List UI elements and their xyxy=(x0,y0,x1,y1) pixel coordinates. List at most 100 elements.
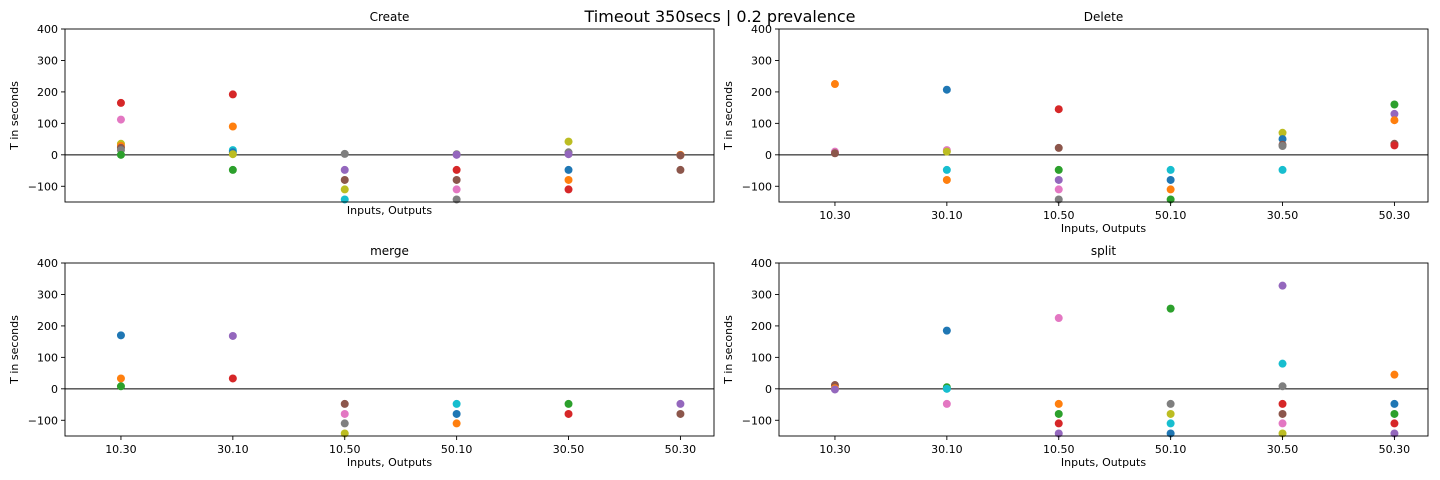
x-axis-label: Inputs, Outputs xyxy=(347,204,432,217)
y-tick-label: 400 xyxy=(37,257,58,270)
x-tick-label: 10.30 xyxy=(819,209,851,222)
x-axis-label: Inputs, Outputs xyxy=(1061,222,1146,235)
data-point xyxy=(942,399,951,408)
data-point xyxy=(1054,399,1063,408)
data-point xyxy=(1166,195,1175,204)
data-point xyxy=(1054,185,1063,194)
data-point xyxy=(228,331,237,340)
data-point xyxy=(830,149,839,158)
data-point xyxy=(1390,100,1399,109)
data-point xyxy=(564,399,573,408)
y-axis-label: T in seconds xyxy=(8,81,21,151)
x-tick-label: 30.10 xyxy=(217,443,249,456)
x-tick-label: 30.10 xyxy=(931,209,963,222)
y-tick-label: 100 xyxy=(37,351,58,364)
data-point xyxy=(676,165,685,174)
data-point xyxy=(452,185,461,194)
data-point xyxy=(1166,175,1175,184)
plot-frame xyxy=(64,262,715,437)
y-tick-label: 0 xyxy=(51,149,58,162)
data-point xyxy=(1166,409,1175,418)
data-point xyxy=(564,165,573,174)
y-tick-label: 100 xyxy=(37,117,58,130)
y-tick-label: 100 xyxy=(751,351,772,364)
data-point xyxy=(340,409,349,418)
data-point xyxy=(1278,165,1287,174)
data-point xyxy=(116,115,125,124)
x-tick-label: 50.30 xyxy=(665,443,697,456)
y-tick-label: 200 xyxy=(37,320,58,333)
data-point xyxy=(1278,128,1287,137)
data-point xyxy=(1054,409,1063,418)
data-point xyxy=(1278,135,1287,144)
data-point xyxy=(1166,185,1175,194)
data-point xyxy=(116,98,125,107)
data-point xyxy=(452,409,461,418)
data-point xyxy=(228,165,237,174)
data-point xyxy=(452,175,461,184)
data-point xyxy=(1390,116,1399,125)
data-point xyxy=(1390,370,1399,379)
data-point xyxy=(942,326,951,335)
data-point xyxy=(1278,382,1287,391)
y-tick-label: −100 xyxy=(742,180,772,193)
data-point xyxy=(340,195,349,204)
data-point xyxy=(1054,419,1063,428)
x-tick-label: 10.50 xyxy=(329,443,361,456)
data-point xyxy=(1166,165,1175,174)
x-axis-label: Inputs, Outputs xyxy=(347,456,432,469)
data-point xyxy=(1390,141,1399,150)
data-point xyxy=(942,175,951,184)
y-tick-label: 200 xyxy=(751,86,772,99)
data-point xyxy=(830,80,839,89)
data-point xyxy=(1278,409,1287,418)
x-tick-label: 30.50 xyxy=(1267,443,1299,456)
data-point xyxy=(1390,409,1399,418)
y-tick-label: 400 xyxy=(37,23,58,36)
data-point xyxy=(942,85,951,94)
plot-frame xyxy=(64,28,715,203)
y-axis-label: T in seconds xyxy=(722,81,735,151)
subplot-title: split xyxy=(1091,244,1117,258)
y-tick-label: 400 xyxy=(751,257,772,270)
data-point xyxy=(1278,142,1287,151)
subplot-merge: −100 0 100 200 300 400 10.30 30.10 10.50 50.10 30.… xyxy=(8,244,715,469)
plot-frame xyxy=(778,28,1429,203)
subplot-split: −100 0 100 200 300 400 10.30 30.10 10.50 50.10 30.… xyxy=(722,244,1429,469)
data-point xyxy=(1054,105,1063,114)
data-point xyxy=(1166,399,1175,408)
data-point xyxy=(564,150,573,159)
x-tick-label: 10.50 xyxy=(1043,443,1075,456)
y-tick-label: 300 xyxy=(37,54,58,67)
data-point xyxy=(1390,109,1399,118)
y-axis-label: T in seconds xyxy=(722,315,735,385)
x-tick-label: 50.30 xyxy=(1379,209,1411,222)
data-point xyxy=(228,90,237,99)
x-tick-label: 30.50 xyxy=(1267,209,1299,222)
x-tick-label: 30.50 xyxy=(553,443,585,456)
data-point xyxy=(340,149,349,158)
y-tick-label: 200 xyxy=(37,86,58,99)
data-point xyxy=(1390,419,1399,428)
data-point xyxy=(942,384,951,393)
data-point xyxy=(1390,429,1399,438)
x-tick-label: 10.50 xyxy=(1043,209,1075,222)
y-tick-label: 300 xyxy=(751,54,772,67)
data-point xyxy=(452,399,461,408)
subplot-create: −100 0 100 200 300 400 Create Inputs, Outputs T … xyxy=(8,10,715,217)
y-tick-label: −100 xyxy=(742,414,772,427)
data-point xyxy=(452,195,461,204)
subplot-title: Delete xyxy=(1084,10,1123,24)
data-point xyxy=(1278,359,1287,368)
y-tick-label: 300 xyxy=(751,288,772,301)
data-point xyxy=(228,374,237,383)
x-tick-label: 50.10 xyxy=(441,443,473,456)
y-tick-label: 100 xyxy=(751,117,772,130)
y-tick-label: 400 xyxy=(751,23,772,36)
data-point xyxy=(830,385,839,394)
data-point xyxy=(1054,165,1063,174)
y-tick-label: 0 xyxy=(765,149,772,162)
data-point xyxy=(564,137,573,146)
data-point xyxy=(340,175,349,184)
